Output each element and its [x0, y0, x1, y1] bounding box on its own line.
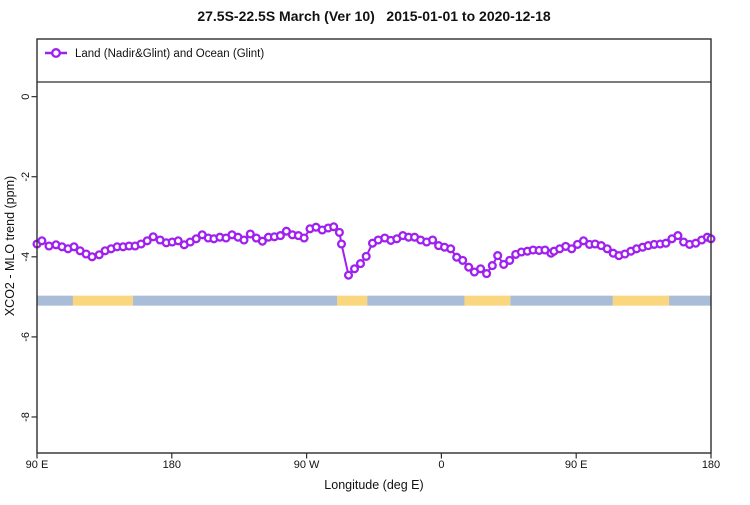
band-segment-ocean — [132, 295, 338, 306]
data-point — [148, 232, 158, 242]
chart-title: 27.5S-22.5S March (Ver 10) 2015-01-01 to… — [197, 8, 551, 24]
data-point — [44, 241, 54, 251]
band-segment-ocean — [367, 295, 465, 306]
x-tick-label: 90 E — [26, 459, 49, 471]
y-tick-label: -8 — [20, 412, 32, 422]
legend-label: Land (Nadir&Glint) and Ocean (Glint) — [75, 48, 264, 60]
x-axis-label: Longitude (deg E) — [324, 478, 423, 492]
band-segment-land — [337, 295, 368, 306]
y-axis-ticks: 0 -2 -4 -6 -8 — [20, 94, 37, 422]
data-point — [499, 259, 509, 269]
x-tick-label: 90 E — [565, 459, 588, 471]
y-tick-label: 0 — [20, 94, 32, 100]
legend-marker-circle-icon — [51, 48, 62, 59]
data-point — [245, 229, 255, 239]
data-point — [299, 233, 309, 243]
band-segment-land — [464, 295, 511, 306]
data-point — [349, 264, 360, 274]
data-point — [464, 262, 474, 272]
data-point — [257, 236, 267, 246]
y-axis-label: XCO2 - MLO trend (ppm) — [3, 176, 17, 316]
data-point — [334, 227, 344, 237]
x-axis-ticks: 90 E 180 90 W 0 90 E 180 — [26, 453, 720, 471]
data-point — [173, 236, 183, 246]
data-point — [673, 231, 683, 241]
data-point — [355, 259, 366, 269]
data-series — [32, 222, 716, 280]
data-point — [361, 251, 371, 261]
y-tick-label: -6 — [20, 332, 32, 342]
data-point — [343, 270, 354, 280]
y-tick-label: -4 — [20, 252, 32, 262]
data-point — [87, 252, 97, 262]
x-tick-label: 180 — [702, 459, 720, 471]
band-segment-ocean — [510, 295, 613, 306]
data-point — [239, 235, 249, 245]
data-point — [661, 238, 671, 248]
data-point — [142, 236, 152, 246]
data-point — [191, 234, 201, 244]
data-point — [94, 250, 104, 260]
data-point — [493, 251, 503, 261]
plot-border — [36, 38, 712, 454]
band-segment-land — [72, 295, 133, 306]
data-point — [446, 244, 456, 254]
data-point — [69, 242, 79, 252]
data-point — [476, 264, 486, 274]
data-point — [487, 261, 497, 271]
data-point — [458, 255, 468, 265]
land-ocean-band — [37, 295, 711, 306]
data-point — [37, 236, 47, 246]
band-segment-ocean — [669, 295, 711, 306]
y-tick-label: -2 — [20, 172, 32, 182]
data-point — [428, 235, 438, 245]
x-tick-label: 0 — [438, 459, 444, 471]
data-point — [336, 239, 347, 249]
x-tick-label: 90 W — [294, 459, 320, 471]
data-point — [329, 222, 339, 232]
x-tick-label: 180 — [163, 459, 181, 471]
data-point — [275, 231, 285, 241]
data-point — [602, 244, 612, 254]
data-point — [505, 255, 515, 265]
data-point — [567, 244, 577, 254]
data-point — [482, 269, 492, 279]
band-segment-ocean — [37, 295, 73, 306]
band-segment-land — [612, 295, 670, 306]
